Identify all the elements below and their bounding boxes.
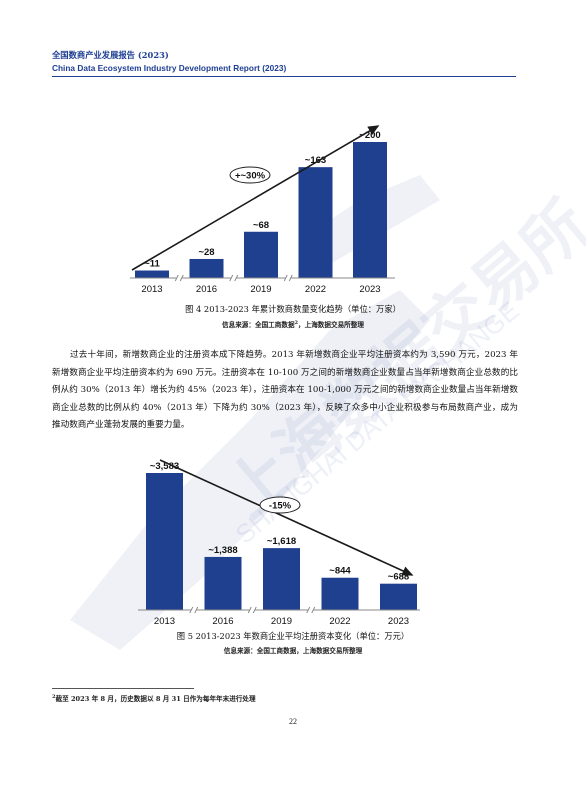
bar-2022 [298,167,333,278]
x-tick-2022: 2022 [329,616,350,627]
x-tick-2022: 2022 [305,284,326,295]
figure4-source-footnote-ref: 2 [294,319,299,326]
figure5-caption: 图 5 2013-2023 年数商企业平均注册资本变化（单位：万元） [176,631,410,641]
trend-badge [259,496,301,514]
bar-2013 [146,473,183,610]
bar-2016 [204,556,242,610]
bar-2023 [380,583,417,610]
footnote-text: 截至 2023 年 8 月，历史数据以 8 月 31 日作为每年年末进行处理 [55,695,256,703]
figure4-source-pre: 信息来源：全国工商数据 [222,321,295,329]
bar-2013 [135,270,169,278]
x-tick-2019: 2019 [271,616,292,627]
data-label-2016: ~28 [198,247,214,258]
data-label-2019: ~1,618 [267,536,296,547]
figure4-source-post: ，上海数据交易所整理 [298,321,364,329]
data-label-2013: ~11 [144,259,160,270]
bar-2022 [321,577,359,610]
footnote: 2截至 2023 年 8 月，历史数据以 8 月 31 日作为每年年末进行处理 [52,693,256,703]
data-label-2013: ~3,583 [150,461,179,472]
data-label-2016: ~1,388 [208,545,237,556]
bar-2019 [244,231,278,278]
report-title-cn: 全国数商产业发展报告 (2023) [52,50,169,60]
bar-2023 [353,142,387,278]
data-label-2022: ~163 [305,155,326,166]
axis-break-mark [306,606,316,614]
trend-badge-label: +~30% [235,171,266,182]
page-number: 22 [289,717,297,726]
data-label-2023: ~200 [359,130,380,141]
body-paragraph: 过去十年间，新增数商企业的注册资本成下降趋势。2013 年新增数商企业平均注册资… [52,350,518,431]
trend-badge-label: -15% [269,501,292,512]
x-tick-2013: 2013 [141,284,162,295]
figure4-chart: ~11 2013 ~28 2016 ~68 2019 ~163 2022 ~200 2023 +~3… [130,125,395,295]
bar-2019 [263,548,300,610]
trend-arrow [159,459,414,576]
footnote-marker: 2 [52,693,56,700]
figure5-source: 信息来源：全国工商数据，上海数据交易所整理 [223,647,363,655]
figure4-caption: 图 4 2013-2023 年累计数商数量变化趋势（单位：万家） [185,304,401,314]
data-label-2022: ~844 [329,566,351,577]
trend-badge [229,166,271,184]
footnote-rule [52,688,194,689]
figure5-chart: ~3,583 2013 ~1,388 2016 ~1,618 2019 ~844 2022 ~6… [138,459,420,627]
x-tick-2023: 2023 [388,616,409,627]
bar-2016 [189,258,224,278]
figure4-source: 信息来源：全国工商数据2，上海数据交易所整理 [0,319,586,329]
x-tick-2016: 2016 [196,284,217,295]
axis-break-mark [174,274,184,282]
axis-break-mark [283,274,293,282]
trend-arrow [131,125,380,271]
x-tick-2023: 2023 [359,284,380,295]
header-rule [52,76,516,77]
data-label-2023: ~688 [388,572,409,583]
axis-break-mark [247,606,257,614]
report-title-en: China Data Ecosystem Industry Developmen… [52,63,287,73]
x-tick-2019: 2019 [250,284,271,295]
axis-break-mark [229,274,239,282]
x-tick-2013: 2013 [154,616,175,627]
axis-break-mark [189,606,199,614]
x-tick-2016: 2016 [212,616,233,627]
data-label-2019: ~68 [253,220,269,231]
